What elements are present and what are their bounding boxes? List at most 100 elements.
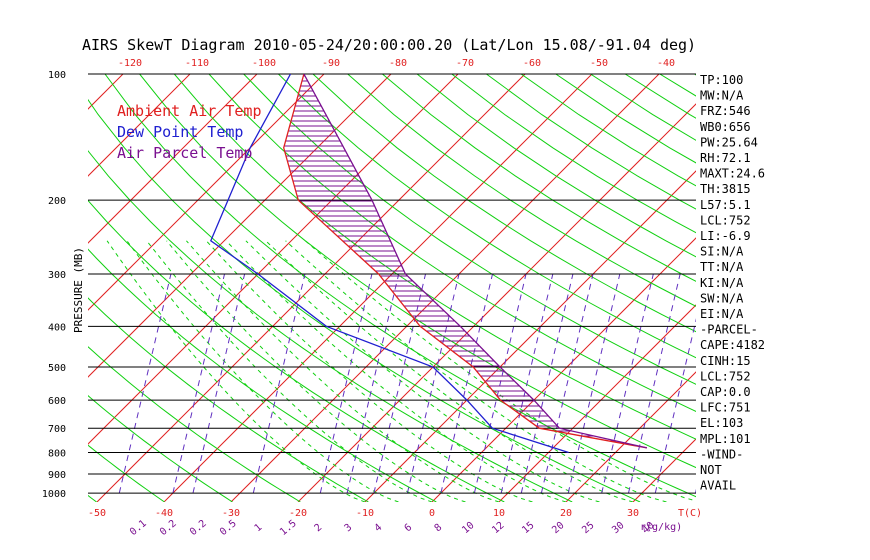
isotherm-line bbox=[364, 170, 696, 502]
mixing-ratio-line bbox=[627, 273, 681, 494]
isotherm-line bbox=[163, 74, 593, 502]
dry-adiabat-line bbox=[139, 74, 696, 469]
index-value: EI:N/A bbox=[700, 307, 744, 321]
index-value: CINH:15 bbox=[700, 354, 751, 368]
index-value: LI:-6.9 bbox=[700, 229, 751, 243]
chart-title: AIRS SkewT Diagram 2010-05-24/20:00:00.2… bbox=[82, 36, 696, 54]
legend-entry: Ambient Air Temp bbox=[117, 102, 262, 120]
isotherm-line bbox=[565, 371, 696, 502]
mixing-ratio-label: 0.2 bbox=[158, 518, 179, 538]
moist-adiabat-line bbox=[225, 240, 567, 502]
mixing-ratio-label: 6 bbox=[403, 522, 415, 534]
legend-entry: Air Parcel Temp bbox=[117, 144, 252, 162]
top-temp-tick-label: -60 bbox=[523, 58, 541, 69]
mixing-ratio-label: 2 bbox=[313, 522, 325, 534]
isotherm-line bbox=[88, 74, 191, 177]
bottom-temp-tick-label: 0 bbox=[429, 508, 435, 519]
index-value: MPL:101 bbox=[700, 432, 751, 446]
mixing-ratio-label: 30 bbox=[610, 520, 626, 536]
isotherm-line bbox=[88, 74, 124, 110]
index-value: KI:N/A bbox=[700, 276, 744, 290]
index-value: EL:103 bbox=[700, 416, 743, 430]
isotherm-line bbox=[297, 103, 696, 502]
isotherm-line bbox=[88, 74, 459, 445]
pressure-tick-label: 900 bbox=[48, 470, 66, 481]
dry-adiabat-line bbox=[88, 98, 641, 502]
pressure-tick-label: 600 bbox=[48, 396, 66, 407]
mixing-ratio-line bbox=[500, 273, 554, 494]
dry-adiabat-line bbox=[486, 74, 696, 210]
mixing-ratio-label: 20 bbox=[550, 520, 566, 536]
index-value: SW:N/A bbox=[700, 291, 744, 305]
moist-adiabat-line bbox=[126, 240, 399, 502]
dry-adiabat-line bbox=[88, 297, 369, 502]
dry-adiabat-line bbox=[416, 74, 696, 258]
dry-adiabat-line bbox=[520, 74, 696, 187]
mixing-ratio-line bbox=[252, 273, 306, 494]
bottom-temp-tick-label: 30 bbox=[627, 508, 639, 519]
bottom-temp-tick-label: 20 bbox=[560, 508, 572, 519]
dry-adiabat-line bbox=[88, 346, 301, 502]
mixing-ratio-line bbox=[654, 318, 696, 494]
pressure-tick-label: 800 bbox=[48, 449, 66, 460]
dry-adiabat-line bbox=[88, 150, 573, 502]
isotherm-line bbox=[767, 74, 870, 502]
index-value: MAXT:24.6 bbox=[700, 167, 765, 181]
index-value: TH:3815 bbox=[700, 182, 751, 196]
mixing-ratio-label: 0.5 bbox=[218, 518, 239, 538]
mixing-ratio-label: 0.1 bbox=[128, 518, 149, 538]
dry-adiabat-line bbox=[104, 74, 696, 498]
mixing-ratio-label: 15 bbox=[520, 520, 536, 536]
legend-entry: Dew Point Temp bbox=[117, 123, 243, 141]
pressure-tick-label: 300 bbox=[48, 270, 66, 281]
index-value: CAPE:4182 bbox=[700, 338, 765, 352]
mixing-ratio-line bbox=[319, 273, 373, 494]
pressure-tick-label: 1000 bbox=[42, 489, 66, 500]
mixing-ratio-unit-label: r(g/kg) bbox=[640, 522, 682, 533]
y-axis-label: PRESSURE (MB) bbox=[72, 247, 85, 333]
mixing-ratio-line bbox=[440, 273, 494, 494]
top-temp-tick-label: -50 bbox=[590, 58, 608, 69]
index-value: TP:100 bbox=[700, 73, 743, 87]
index-value: PW:25.64 bbox=[700, 135, 758, 149]
mixing-ratio-label: 8 bbox=[433, 522, 445, 534]
index-value: LCL:752 bbox=[700, 213, 751, 227]
mixing-ratio-label: 1.5 bbox=[278, 518, 299, 538]
pressure-tick-label: 400 bbox=[48, 322, 66, 333]
isotherm-line bbox=[431, 237, 696, 502]
mixing-ratio-line bbox=[567, 273, 621, 494]
dry-adiabat-line bbox=[347, 74, 696, 307]
bottom-temp-tick-label: 10 bbox=[493, 508, 505, 519]
bottom-temp-tick-label: -10 bbox=[356, 508, 374, 519]
ambient-air-temp-line bbox=[283, 74, 648, 449]
x-unit-label: T(C) bbox=[678, 508, 702, 519]
index-value: FRZ:546 bbox=[700, 104, 751, 118]
moist-adiabat-line bbox=[245, 240, 600, 502]
isotherm-line bbox=[834, 74, 870, 502]
pressure-tick-label: 500 bbox=[48, 363, 66, 374]
index-value: L57:5.1 bbox=[700, 198, 751, 212]
isotherm-line bbox=[88, 74, 325, 311]
mixing-ratio-line bbox=[406, 273, 460, 494]
index-value: -PARCEL- bbox=[700, 323, 758, 337]
moist-adiabat-line bbox=[265, 240, 634, 502]
top-temp-tick-label: -70 bbox=[456, 58, 474, 69]
isotherm-line bbox=[88, 74, 392, 378]
moist-adiabat-line bbox=[285, 240, 667, 502]
index-value: CAP:0.0 bbox=[700, 385, 751, 399]
bottom-temp-tick-label: -40 bbox=[155, 508, 173, 519]
mixing-ratio-line bbox=[601, 273, 654, 494]
top-temp-tick-label: -40 bbox=[657, 58, 675, 69]
bottom-temp-tick-label: -50 bbox=[88, 508, 106, 519]
dry-adiabat-line bbox=[88, 395, 233, 502]
index-value: -WIND- bbox=[700, 447, 743, 461]
dry-adiabat-line bbox=[173, 74, 696, 440]
moist-adiabat-line bbox=[146, 240, 433, 502]
dry-adiabat-line bbox=[312, 74, 696, 333]
mixing-ratio-line bbox=[192, 273, 246, 494]
isotherm-line bbox=[96, 74, 526, 502]
top-temp-tick-label: -120 bbox=[118, 58, 142, 69]
bottom-temp-tick-label: -20 bbox=[289, 508, 307, 519]
